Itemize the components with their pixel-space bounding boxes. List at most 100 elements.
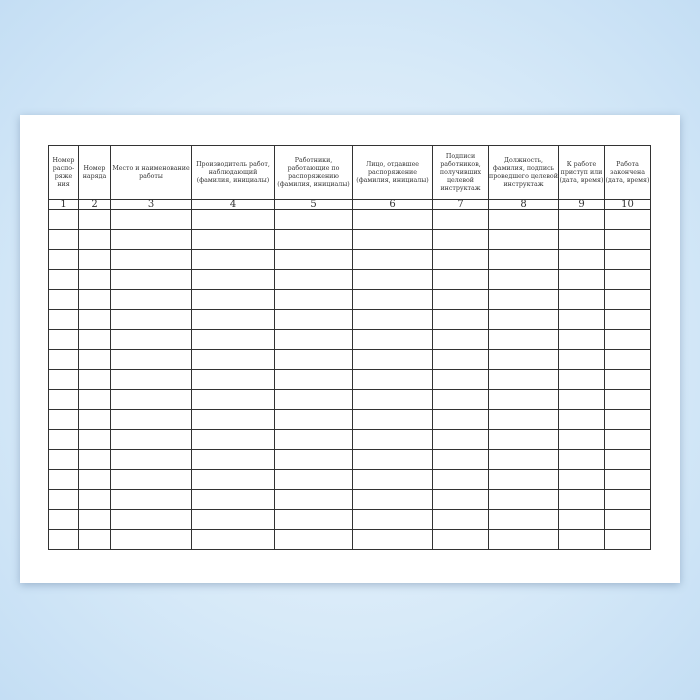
table-cell <box>78 429 111 450</box>
table-cell <box>78 349 111 370</box>
table-cell <box>558 349 605 370</box>
table-cell <box>48 449 79 470</box>
table-cell <box>110 509 192 530</box>
table-cell <box>48 229 79 250</box>
table-cell <box>488 349 559 370</box>
table-row <box>48 349 651 370</box>
table-cell <box>558 409 605 430</box>
column-header: Место и наименование работы <box>110 145 192 200</box>
table-cell <box>432 509 489 530</box>
column-number: 7 <box>432 199 489 210</box>
table-cell <box>352 429 433 450</box>
table-cell <box>488 229 559 250</box>
table-cell <box>558 289 605 310</box>
table-cell <box>191 469 275 490</box>
table-cell <box>110 449 192 470</box>
table-cell <box>352 209 433 230</box>
column-header: К работе приступ или (дата, время) <box>558 145 605 200</box>
table-cell <box>604 469 651 490</box>
table-cell <box>604 409 651 430</box>
table-cell <box>110 349 192 370</box>
column-number: 8 <box>488 199 559 210</box>
table-cell <box>48 269 79 290</box>
table-row <box>48 489 651 510</box>
column-header: Подписи работников, получивших целевой и… <box>432 145 489 200</box>
table-cell <box>558 229 605 250</box>
table-cell <box>432 449 489 470</box>
table-cell <box>110 469 192 490</box>
table-cell <box>274 369 353 390</box>
table-cell <box>48 369 79 390</box>
table-cell <box>191 269 275 290</box>
table-cell <box>191 209 275 230</box>
table-cell <box>488 469 559 490</box>
table-cell <box>274 229 353 250</box>
table-cell <box>604 449 651 470</box>
table-cell <box>274 309 353 330</box>
table-cell <box>274 269 353 290</box>
table-cell <box>110 209 192 230</box>
table-cell <box>488 409 559 430</box>
column-number: 2 <box>78 199 111 210</box>
table-cell <box>78 309 111 330</box>
column-header: Лицо, отдавшее распоряжение (фамилия, ин… <box>352 145 433 200</box>
table-cell <box>78 449 111 470</box>
table-cell <box>352 329 433 350</box>
table-cell <box>191 529 275 550</box>
table-row <box>48 329 651 350</box>
table-cell <box>558 469 605 490</box>
table-row <box>48 429 651 450</box>
column-number-row: 1 2 3 4 5 6 7 8 9 10 <box>48 199 651 210</box>
table-row <box>48 309 651 330</box>
table-cell <box>274 429 353 450</box>
table-cell <box>488 329 559 350</box>
table-cell <box>352 249 433 270</box>
table-cell <box>488 429 559 450</box>
table-cell <box>110 229 192 250</box>
header-row: Номер распо-ряже ния Номер наряда Место и … <box>48 145 651 200</box>
table-cell <box>78 249 111 270</box>
table-cell <box>352 529 433 550</box>
column-header: Работники, работающие по распоряжению (ф… <box>274 145 353 200</box>
table-cell <box>191 489 275 510</box>
column-number: 3 <box>110 199 192 210</box>
table-cell <box>352 389 433 410</box>
form-sheet: Номер распо-ряже ния Номер наряда Место и … <box>20 115 680 583</box>
table-cell <box>48 429 79 450</box>
table-cell <box>78 389 111 410</box>
table-cell <box>558 269 605 290</box>
table-cell <box>352 309 433 330</box>
table-cell <box>558 209 605 230</box>
table-cell <box>352 349 433 370</box>
table-cell <box>110 249 192 270</box>
table-cell <box>191 429 275 450</box>
column-number: 10 <box>604 199 651 210</box>
column-number: 1 <box>48 199 79 210</box>
table-cell <box>48 489 79 510</box>
table-cell <box>604 329 651 350</box>
column-header: Производитель работ, наблюдающий (фамили… <box>191 145 275 200</box>
table-cell <box>274 389 353 410</box>
table-cell <box>604 489 651 510</box>
table-cell <box>432 529 489 550</box>
table-cell <box>604 369 651 390</box>
table-cell <box>352 409 433 430</box>
table-cell <box>558 449 605 470</box>
table-cell <box>110 489 192 510</box>
table-cell <box>48 209 79 230</box>
table-cell <box>78 369 111 390</box>
table-cell <box>558 429 605 450</box>
table-cell <box>432 249 489 270</box>
column-header: Должность, фамилия, подпись проведшего ц… <box>488 145 559 200</box>
table-cell <box>352 509 433 530</box>
table-cell <box>432 329 489 350</box>
table-cell <box>78 469 111 490</box>
table-row <box>48 469 651 490</box>
table-cell <box>191 329 275 350</box>
table-cell <box>488 269 559 290</box>
column-number: 9 <box>558 199 605 210</box>
column-header: Номер наряда <box>78 145 111 200</box>
table-cell <box>110 309 192 330</box>
table-cell <box>48 389 79 410</box>
table-cell <box>274 529 353 550</box>
